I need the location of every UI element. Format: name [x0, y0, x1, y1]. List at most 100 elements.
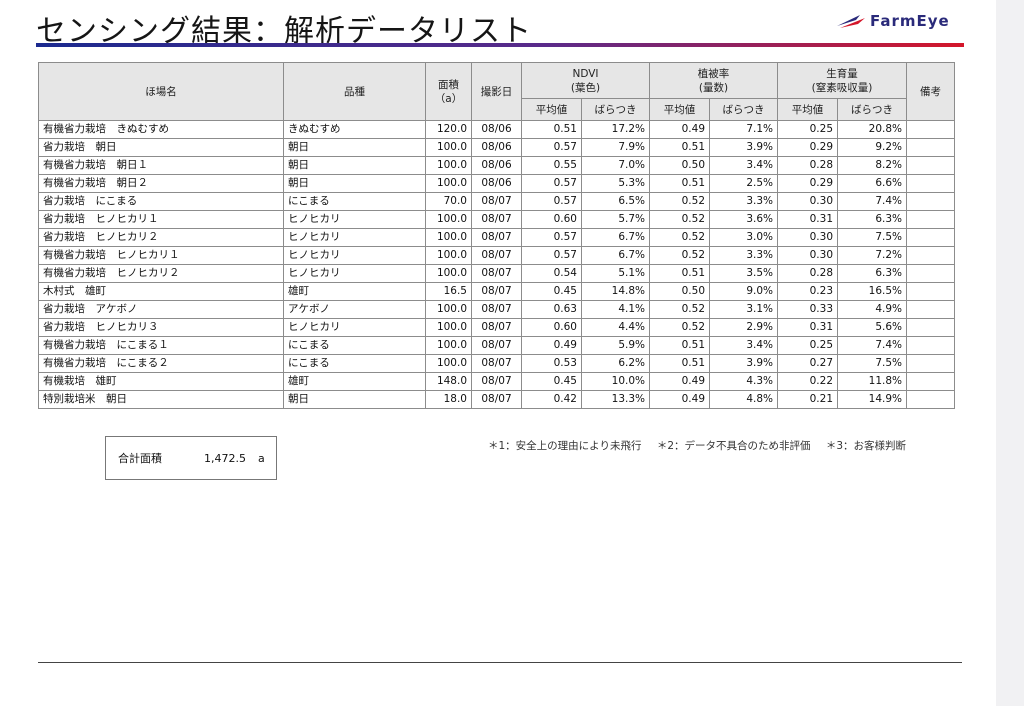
growth-var-cell: 7.4%	[837, 336, 908, 355]
area-cell: 100.0	[425, 354, 472, 373]
ndvi-avg-cell: 0.49	[521, 336, 582, 355]
col-header-variety: 品種	[283, 62, 426, 121]
remarks-cell	[906, 336, 956, 355]
cover-var-cell: 3.3%	[709, 246, 779, 265]
growth-var-cell: 8.2%	[837, 156, 908, 175]
cover-avg-cell: 0.49	[649, 372, 711, 391]
table-row: 特別栽培米 朝日 朝日 18.0 08/07 0.42 13.3% 0.49 4.8% 0.21…	[38, 390, 956, 409]
col-header-date: 撮影日	[471, 62, 522, 121]
date-cell: 08/07	[471, 318, 522, 337]
ndvi-var-cell: 4.1%	[580, 300, 651, 319]
header-row-top: ほ場名 品種 面積 （a） 撮影日 NDVI (葉色) 植被率 (量数) 生育量…	[38, 61, 956, 121]
growth-var-cell: 7.5%	[837, 354, 908, 373]
date-cell: 08/07	[471, 228, 522, 247]
growth-avg-cell: 0.30	[777, 192, 839, 211]
table-body: 有機省力栽培 きぬむすめ きぬむすめ 120.0 08/06 0.51 17.2% 0.49…	[38, 120, 956, 409]
variety-cell: にこまる	[283, 354, 426, 373]
growth-avg-cell: 0.31	[777, 210, 839, 229]
cover-var-cell: 3.9%	[709, 354, 779, 373]
table-row: 木村式 雄町 雄町 16.5 08/07 0.45 14.8% 0.50 9.0% 0.23 16…	[38, 282, 956, 301]
remarks-cell	[906, 210, 956, 229]
cover-avg-cell: 0.51	[649, 264, 711, 283]
page-margin	[996, 0, 1024, 706]
cover-avg-cell: 0.51	[649, 336, 711, 355]
table-row: 有機省力栽培 朝日２ 朝日 100.0 08/06 0.57 5.3% 0.51 2.5% 0.…	[38, 174, 956, 193]
date-cell: 08/07	[471, 192, 522, 211]
total-area-label: 合計面積	[118, 452, 162, 465]
area-cell: 100.0	[425, 210, 472, 229]
remarks-cell	[906, 246, 956, 265]
cover-var-cell: 3.1%	[709, 300, 779, 319]
logo-text: FarmEye	[870, 12, 950, 30]
area-cell: 100.0	[425, 156, 472, 175]
col-header-growth: 生育量 (窒素吸収量)	[777, 61, 908, 100]
field-cell: 省力栽培 アケボノ	[38, 300, 284, 319]
cover-var-cell: 3.5%	[709, 264, 779, 283]
growth-var-cell: 6.3%	[837, 210, 908, 229]
cover-var-cell: 3.0%	[709, 228, 779, 247]
col-header-field: ほ場名	[38, 62, 284, 121]
variety-cell: 雄町	[283, 282, 426, 301]
remarks-cell	[906, 282, 956, 301]
date-cell: 08/07	[471, 210, 522, 229]
date-cell: 08/07	[471, 390, 522, 409]
ndvi-avg-cell: 0.60	[521, 210, 582, 229]
growth-var-cell: 14.9%	[837, 390, 908, 409]
area-cell: 120.0	[425, 120, 472, 139]
table-row: 有機省力栽培 ヒノヒカリ２ ヒノヒカリ 100.0 08/07 0.54 5.1% 0.51…	[38, 264, 956, 283]
growth-avg-cell: 0.27	[777, 354, 839, 373]
cover-var-cell: 9.0%	[709, 282, 779, 301]
cover-var-cell: 3.9%	[709, 138, 779, 157]
cover-avg-cell: 0.51	[649, 174, 711, 193]
field-cell: 省力栽培 ヒノヒカリ１	[38, 210, 284, 229]
ndvi-var-cell: 6.5%	[580, 192, 651, 211]
growth-avg-cell: 0.33	[777, 300, 839, 319]
total-area-value: 1,472.5	[204, 451, 246, 465]
table-row: 省力栽培 アケボノ アケボノ 100.0 08/07 0.63 4.1% 0.52 3.1% 0…	[38, 300, 956, 319]
table-row: 有機省力栽培 にこまる１ にこまる 100.0 08/07 0.49 5.9% 0.51 3.…	[38, 336, 956, 355]
variety-cell: ヒノヒカリ	[283, 228, 426, 247]
ndvi-var-cell: 6.2%	[580, 354, 651, 373]
growth-avg-header: 平均値	[777, 98, 839, 121]
remarks-cell	[906, 390, 956, 409]
ndvi-avg-cell: 0.63	[521, 300, 582, 319]
remarks-cell	[906, 156, 956, 175]
growth-var-cell: 9.2%	[837, 138, 908, 157]
date-cell: 08/07	[471, 336, 522, 355]
ndvi-avg-cell: 0.45	[521, 372, 582, 391]
growth-avg-cell: 0.29	[777, 174, 839, 193]
date-cell: 08/06	[471, 156, 522, 175]
farmeye-logo: FarmEye	[836, 12, 950, 30]
cover-avg-cell: 0.52	[649, 210, 711, 229]
cover-var-cell: 3.4%	[709, 336, 779, 355]
growth-var-cell: 5.6%	[837, 318, 908, 337]
growth-avg-cell: 0.30	[777, 246, 839, 265]
remarks-cell	[906, 264, 956, 283]
footer-divider	[38, 662, 962, 663]
growth-var-cell: 4.9%	[837, 300, 908, 319]
field-cell: 有機省力栽培 きぬむすめ	[38, 120, 284, 139]
field-cell: 有機省力栽培 にこまる１	[38, 336, 284, 355]
cover-avg-cell: 0.52	[649, 318, 711, 337]
header-row-sub: 平均値 ばらつき 平均値 ばらつき 平均値 ばらつき	[39, 98, 955, 121]
variety-cell: ヒノヒカリ	[283, 264, 426, 283]
table-row: 省力栽培 朝日 朝日 100.0 08/06 0.57 7.9% 0.51 3.9% 0.29 9…	[38, 138, 956, 157]
remarks-cell	[906, 228, 956, 247]
remarks-cell	[906, 174, 956, 193]
cover-var-cell: 2.5%	[709, 174, 779, 193]
variety-cell: ヒノヒカリ	[283, 246, 426, 265]
cover-avg-cell: 0.50	[649, 156, 711, 175]
ndvi-var-cell: 5.3%	[580, 174, 651, 193]
area-cell: 148.0	[425, 372, 472, 391]
field-cell: 有機省力栽培 朝日２	[38, 174, 284, 193]
growth-avg-cell: 0.28	[777, 156, 839, 175]
ndvi-var-cell: 6.7%	[580, 228, 651, 247]
field-cell: 特別栽培米 朝日	[38, 390, 284, 409]
growth-var-cell: 20.8%	[837, 120, 908, 139]
cover-avg-cell: 0.52	[649, 246, 711, 265]
remarks-cell	[906, 354, 956, 373]
variety-cell: きぬむすめ	[283, 120, 426, 139]
ndvi-avg-cell: 0.57	[521, 192, 582, 211]
growth-avg-cell: 0.30	[777, 228, 839, 247]
field-cell: 省力栽培 ヒノヒカリ３	[38, 318, 284, 337]
